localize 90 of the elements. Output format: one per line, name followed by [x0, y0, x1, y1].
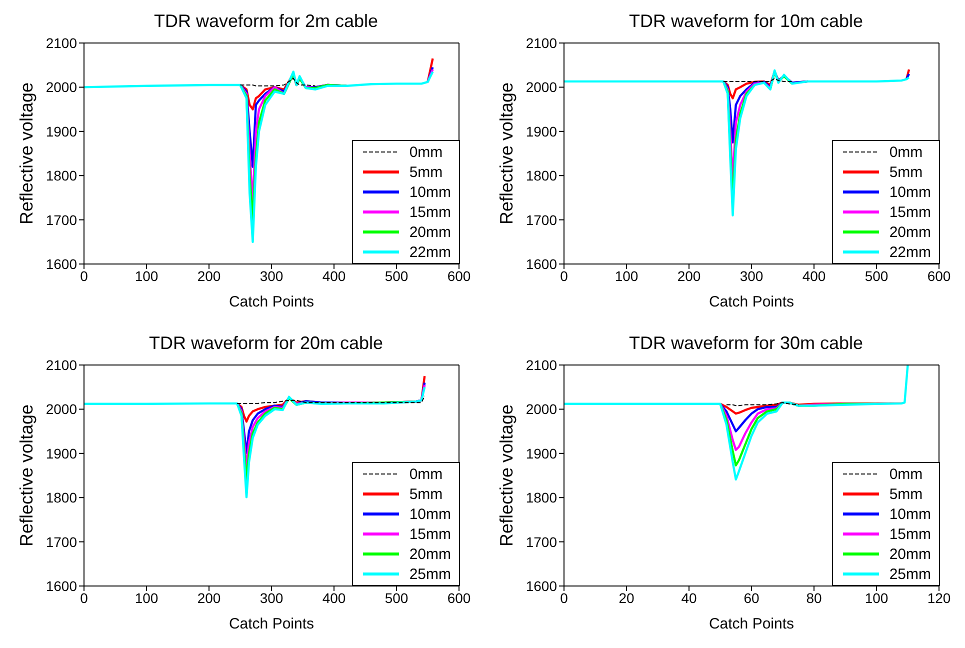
x-tick-label: 100	[864, 590, 888, 606]
x-tick-label: 0	[560, 268, 568, 284]
y-tick-label: 1800	[526, 168, 558, 184]
y-tick-label: 2000	[526, 401, 558, 418]
x-tick-label: 400	[322, 590, 346, 606]
legend-label: 0mm	[409, 464, 443, 484]
y-tick-label: 1900	[526, 123, 558, 140]
x-axis-title: Catch Points	[228, 616, 314, 633]
x-tick-label: 500	[384, 268, 408, 284]
x-tick-label: 100	[614, 268, 638, 284]
legend-label: 15mm	[889, 202, 931, 222]
y-tick-label: 2100	[526, 34, 558, 51]
y-tick-label: 1700	[46, 534, 78, 550]
legend-label: 15mm	[889, 524, 931, 544]
legend-label: 20mm	[889, 544, 931, 564]
x-tick-label: 300	[260, 268, 284, 284]
x-tick-label: 300	[740, 268, 764, 284]
x-axis-title: Catch Points	[228, 294, 314, 311]
x-tick-label: 120	[927, 590, 951, 606]
legend-label: 22mm	[889, 242, 931, 262]
chart-title: TDR waveform for 30m cable	[628, 332, 864, 355]
x-tick-label: 80	[806, 590, 822, 606]
y-tick-label: 1700	[46, 212, 78, 228]
y-tick-label: 2100	[526, 356, 558, 373]
legend-label: 15mm	[409, 202, 451, 222]
x-tick-label: 200	[197, 590, 221, 606]
y-tick-label: 2100	[46, 34, 78, 51]
y-tick-label: 1900	[46, 123, 78, 140]
x-tick-label: 0	[80, 268, 88, 284]
legend-label: 0mm	[409, 142, 443, 162]
y-tick-label: 2100	[46, 356, 78, 373]
y-tick-label: 2000	[46, 401, 78, 418]
y-tick-label: 1800	[46, 490, 78, 506]
x-axis-title: Catch Points	[708, 616, 794, 633]
x-tick-label: 400	[322, 268, 346, 284]
legend-label: 0mm	[889, 464, 923, 484]
y-axis-title: Reflective voltage	[496, 404, 516, 547]
y-tick-label: 1700	[526, 212, 558, 228]
legend-label: 22mm	[409, 242, 451, 262]
legend-label: 20mm	[409, 544, 451, 564]
x-tick-label: 300	[260, 590, 284, 606]
x-tick-label: 0	[560, 590, 568, 606]
legend-label: 5mm	[409, 484, 443, 504]
x-tick-label: 500	[384, 590, 408, 606]
y-axis-title: Reflective voltage	[496, 82, 516, 225]
x-axis-title: Catch Points	[708, 294, 794, 311]
x-tick-label: 20	[618, 590, 634, 606]
y-tick-label: 1600	[526, 578, 558, 594]
chart-title: TDR waveform for 10m cable	[628, 10, 864, 33]
legend-label: 0mm	[889, 142, 923, 162]
legend-label: 10mm	[889, 182, 931, 202]
x-tick-label: 60	[744, 590, 760, 606]
legend-label: 10mm	[889, 504, 931, 524]
x-tick-label: 100	[134, 590, 158, 606]
y-tick-label: 1900	[526, 445, 558, 462]
y-tick-label: 1900	[46, 445, 78, 462]
line-series	[236, 395, 426, 404]
legend-label: 10mm	[409, 182, 451, 202]
legend-label: 25mm	[889, 564, 931, 584]
x-tick-label: 40	[681, 590, 697, 606]
line-series	[240, 78, 316, 86]
x-tick-label: 600	[447, 268, 471, 284]
x-tick-label: 500	[864, 268, 888, 284]
legend-label: 5mm	[889, 484, 923, 504]
legend-label: 10mm	[409, 504, 451, 524]
y-axis-title: Reflective voltage	[16, 82, 36, 225]
y-tick-label: 1600	[46, 256, 78, 272]
y-tick-label: 1800	[46, 168, 78, 184]
x-tick-label: 600	[927, 268, 951, 284]
x-tick-label: 600	[447, 590, 471, 606]
legend-label: 25mm	[409, 564, 451, 584]
legend-label: 20mm	[409, 222, 451, 242]
y-tick-label: 2000	[46, 79, 78, 96]
legend-label: 20mm	[889, 222, 931, 242]
legend-label: 5mm	[889, 162, 923, 182]
chart-title: TDR waveform for 20m cable	[148, 332, 384, 355]
x-tick-label: 400	[802, 268, 826, 284]
x-tick-label: 0	[80, 590, 88, 606]
x-tick-label: 100	[134, 268, 158, 284]
y-tick-label: 2000	[526, 79, 558, 96]
legend-label: 5mm	[409, 162, 443, 182]
y-tick-label: 1700	[526, 534, 558, 550]
legend-label: 15mm	[409, 524, 451, 544]
y-axis-title: Reflective voltage	[16, 404, 36, 547]
y-tick-label: 1800	[526, 490, 558, 506]
x-tick-label: 200	[197, 268, 221, 284]
x-tick-label: 200	[677, 268, 701, 284]
y-tick-label: 1600	[46, 578, 78, 594]
chart-title: TDR waveform for 2m cable	[152, 10, 380, 33]
y-tick-label: 1600	[526, 256, 558, 272]
